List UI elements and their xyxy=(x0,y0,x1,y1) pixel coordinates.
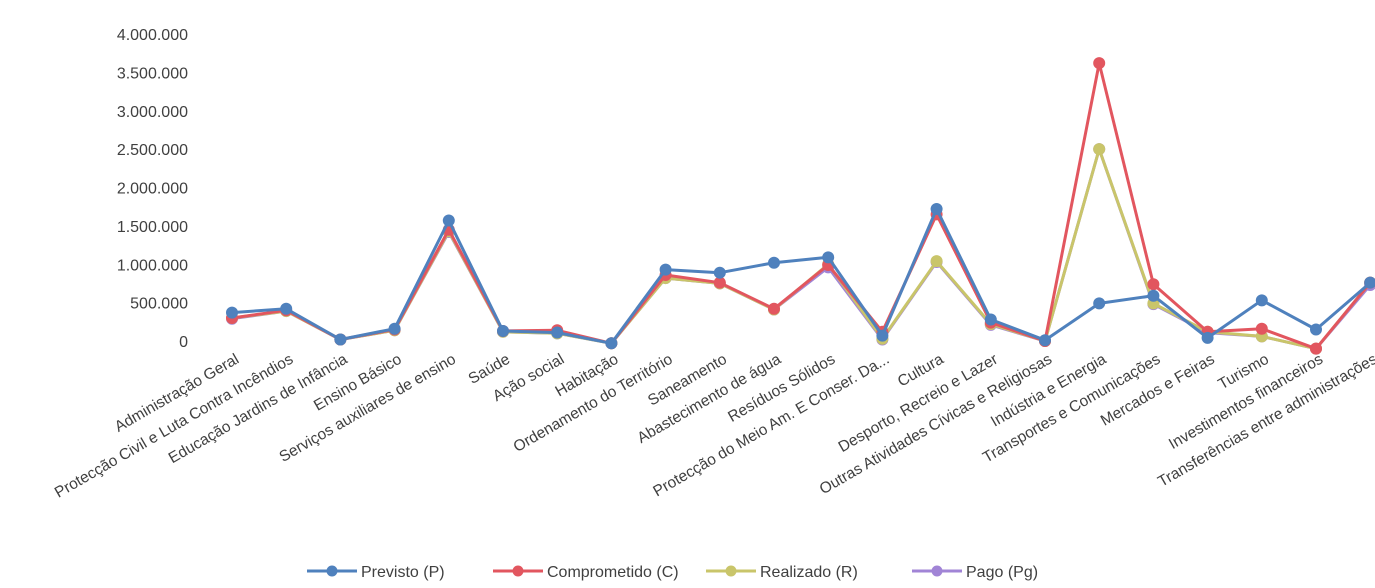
legend-item: Comprometido (C) xyxy=(493,564,679,581)
legend-item: Realizado (R) xyxy=(706,564,858,581)
legend-marker xyxy=(512,565,524,577)
data-point xyxy=(1093,57,1106,70)
data-point xyxy=(1201,331,1214,344)
legend-marker xyxy=(326,565,338,577)
data-point xyxy=(713,266,726,279)
y-tick-label: 1.000.000 xyxy=(117,257,188,274)
series-line xyxy=(231,147,1372,351)
series-layer xyxy=(226,57,1375,355)
data-point xyxy=(930,255,943,268)
y-tick-label: 0 xyxy=(179,334,188,351)
legend: Previsto (P) Comprometido (C) Realizado (R… xyxy=(307,564,1038,581)
data-point xyxy=(1093,297,1106,310)
y-tick-label: 2.000.000 xyxy=(117,181,188,198)
series-1 xyxy=(226,57,1375,355)
data-point xyxy=(768,256,780,269)
data-point xyxy=(1310,342,1322,355)
data-point xyxy=(1093,143,1106,156)
data-point xyxy=(388,322,401,335)
series-line xyxy=(231,61,1372,351)
data-point xyxy=(1364,276,1375,289)
legend-item: Previsto (P) xyxy=(307,564,445,581)
y-tick-label: 1.500.000 xyxy=(117,219,188,236)
data-point xyxy=(768,302,780,315)
data-point xyxy=(930,202,943,215)
data-point xyxy=(1147,289,1160,302)
data-point xyxy=(551,326,564,339)
data-point xyxy=(442,214,455,227)
series-0 xyxy=(226,202,1375,350)
data-point xyxy=(1255,294,1268,307)
x-tick-label: Protecção Civil e Luta Contra Incêndios xyxy=(52,351,296,502)
y-tick-label: 2.500.000 xyxy=(117,142,188,159)
series-line xyxy=(231,207,1372,345)
data-point xyxy=(659,263,672,276)
data-point xyxy=(876,329,889,342)
data-point xyxy=(822,251,835,264)
data-point xyxy=(605,337,618,350)
legend-label: Comprometido (C) xyxy=(547,564,679,581)
data-point xyxy=(984,313,997,326)
legend-marker xyxy=(931,565,943,577)
legend-label: Pago (Pg) xyxy=(966,564,1038,581)
data-point xyxy=(334,333,347,346)
data-point xyxy=(1147,278,1160,291)
data-point xyxy=(280,302,293,315)
data-point xyxy=(1310,323,1322,336)
legend-item: Pago (Pg) xyxy=(912,564,1038,581)
data-point xyxy=(497,325,509,338)
y-tick-label: 4.000.000 xyxy=(117,27,188,44)
data-point xyxy=(1255,322,1268,335)
legend-marker xyxy=(725,565,737,577)
data-point xyxy=(226,306,238,319)
legend-label: Realizado (R) xyxy=(760,564,858,581)
data-point xyxy=(713,276,726,289)
data-point xyxy=(1039,334,1051,347)
y-tick-label: 500.000 xyxy=(130,296,188,313)
y-tick-label: 3.000.000 xyxy=(117,104,188,121)
y-axis: 0 500.000 1.000.000 1.500.000 2.000.000 2.500… xyxy=(117,27,188,351)
y-tick-label: 3.500.000 xyxy=(117,65,188,82)
series-line xyxy=(231,147,1372,351)
legend-label: Previsto (P) xyxy=(361,564,445,581)
